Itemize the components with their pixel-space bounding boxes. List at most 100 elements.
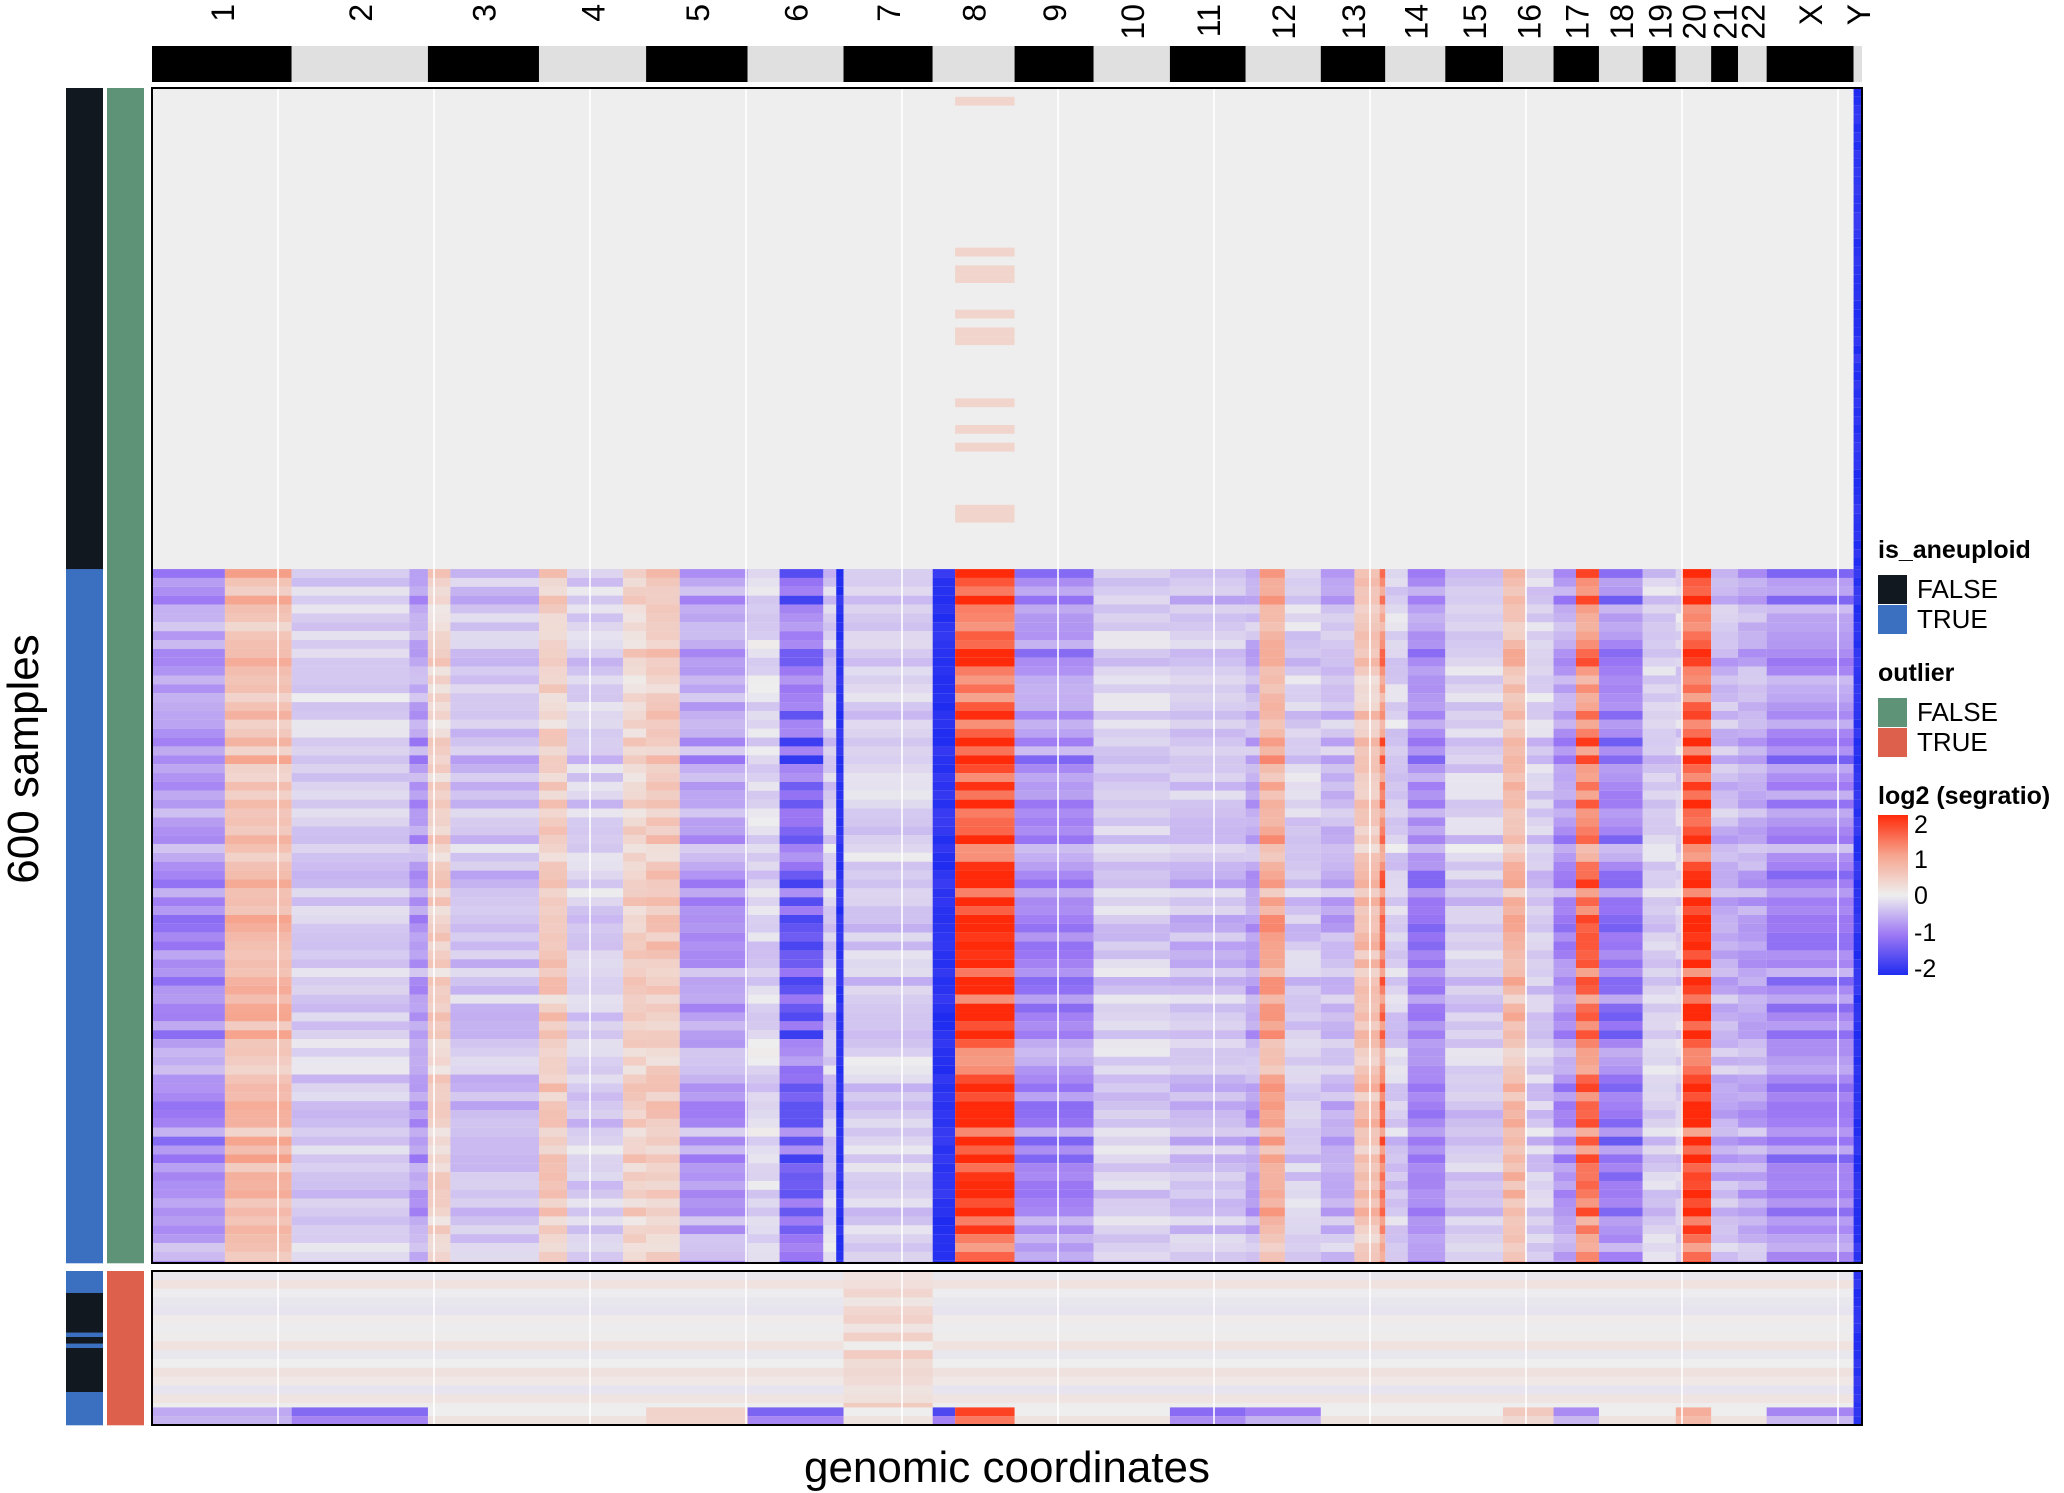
heatmap-cell — [1853, 835, 1862, 845]
heatmap-cell — [1675, 631, 1682, 641]
heatmap-cell — [291, 968, 410, 978]
heatmap-cell — [1675, 648, 1682, 659]
chromosome-label: 7 — [871, 4, 907, 22]
heatmap-cell — [1853, 354, 1862, 364]
heatmap-cell — [1245, 755, 1260, 765]
heatmap-cell — [1598, 985, 1643, 996]
heatmap-cell — [1407, 879, 1446, 889]
heatmap-cell — [1379, 1163, 1386, 1173]
heatmap-cell — [1259, 1030, 1285, 1040]
heatmap-cell — [567, 702, 624, 712]
heatmap-cell — [1675, 1056, 1682, 1067]
heatmap-cell — [1525, 586, 1554, 597]
heatmap-cell — [646, 1056, 680, 1067]
heatmap-cell — [955, 693, 1015, 703]
heatmap-cell — [932, 1251, 956, 1262]
heatmap-cell — [1014, 1003, 1094, 1013]
heatmap-cell — [1853, 380, 1862, 391]
heatmap-cell — [1320, 755, 1355, 765]
heatmap-cell — [1407, 959, 1446, 969]
heatmap-cell — [1766, 1407, 1854, 1417]
heatmap-cell — [779, 1163, 824, 1173]
heatmap-cell — [538, 959, 568, 969]
heatmap-cell — [1445, 1216, 1504, 1226]
heatmap-cell — [567, 1092, 624, 1102]
heatmap-cell — [1245, 640, 1260, 650]
heatmap-cell — [1738, 746, 1767, 756]
heatmap-cell — [1407, 569, 1446, 579]
heatmap-cell — [1407, 1065, 1446, 1076]
chromosome-label: 1 — [205, 4, 241, 22]
heatmap-cell — [1503, 906, 1526, 916]
heatmap-cell — [955, 549, 1015, 559]
heatmap-cell — [1738, 843, 1767, 854]
heatmap-cell — [427, 1003, 451, 1013]
heatmap-cell — [1738, 835, 1767, 845]
heatmap-cell — [1525, 985, 1554, 996]
heatmap-cell — [1354, 773, 1380, 783]
chromosome-label: 12 — [1266, 4, 1302, 40]
heatmap-cell — [1681, 710, 1712, 721]
heatmap-cell — [450, 923, 539, 934]
heatmap-cell — [1598, 1189, 1643, 1200]
heatmap-cell — [567, 852, 624, 863]
heatmap-cell — [1575, 799, 1599, 810]
heatmap-cell — [409, 1207, 428, 1217]
heatmap-cell — [1553, 826, 1576, 836]
heatmap-cell — [823, 879, 837, 889]
heatmap-cell — [152, 1180, 225, 1191]
heatmap-cell — [955, 817, 1015, 827]
heatmap-cell — [955, 835, 1015, 845]
heatmap-cell — [1385, 1251, 1408, 1262]
heatmap-cell — [1284, 1145, 1321, 1155]
heatmap-cell — [1675, 604, 1682, 614]
heatmap-cell — [1407, 1030, 1446, 1040]
heatmap-cell — [1379, 843, 1386, 854]
heatmap-cell — [843, 1288, 933, 1298]
heatmap-cell — [1853, 595, 1862, 606]
heatmap-cell — [646, 1047, 680, 1058]
heatmap-cell — [623, 950, 647, 960]
heatmap-cell — [1642, 781, 1676, 792]
heatmap-cell — [1169, 959, 1246, 969]
heatmap-cell — [679, 569, 748, 579]
heatmap-cell — [427, 1021, 451, 1031]
heatmap-cell — [1598, 861, 1643, 872]
heatmap-cell — [747, 569, 780, 579]
chromosome-label: Y — [1841, 4, 1877, 25]
heatmap-cell — [291, 914, 410, 925]
heatmap-cell — [747, 1216, 780, 1226]
heatmap-cell — [836, 1251, 844, 1262]
heatmap-cell — [1245, 1136, 1260, 1146]
heatmap-cell — [836, 684, 844, 694]
heatmap-cell — [1169, 843, 1246, 854]
heatmap-cell — [567, 1180, 624, 1191]
heatmap-cell — [1766, 1416, 1854, 1426]
heatmap-cell — [1738, 1003, 1767, 1013]
heatmap-cell — [1320, 569, 1355, 579]
heatmap-cell — [1284, 764, 1321, 774]
heatmap-cell — [1853, 1416, 1862, 1426]
heatmap-cell — [1379, 622, 1386, 632]
heatmap-cell — [409, 1127, 428, 1138]
heatmap-cell — [1259, 835, 1285, 845]
heatmap-cell — [1284, 870, 1321, 880]
heatmap-cell — [1598, 773, 1643, 783]
heatmap-cell — [779, 914, 824, 925]
heatmap-cell — [843, 604, 933, 614]
heatmap-cell — [450, 640, 539, 650]
heatmap-cell — [1738, 959, 1767, 969]
heatmap-cell — [955, 1127, 1015, 1138]
heatmap-cell — [1407, 914, 1446, 925]
heatmap-cell — [1525, 1092, 1554, 1102]
heatmap-cell — [538, 1101, 568, 1111]
heatmap-cell — [409, 702, 428, 712]
heatmap-cell — [843, 569, 933, 579]
heatmap-cell — [291, 622, 410, 632]
heatmap-cell — [1284, 1101, 1321, 1111]
heatmap-cell — [567, 746, 624, 756]
heatmap-cell — [1014, 781, 1094, 792]
heatmap-cell — [1014, 879, 1094, 889]
heatmap-cell — [1445, 950, 1504, 960]
heatmap-cell — [1354, 950, 1380, 960]
